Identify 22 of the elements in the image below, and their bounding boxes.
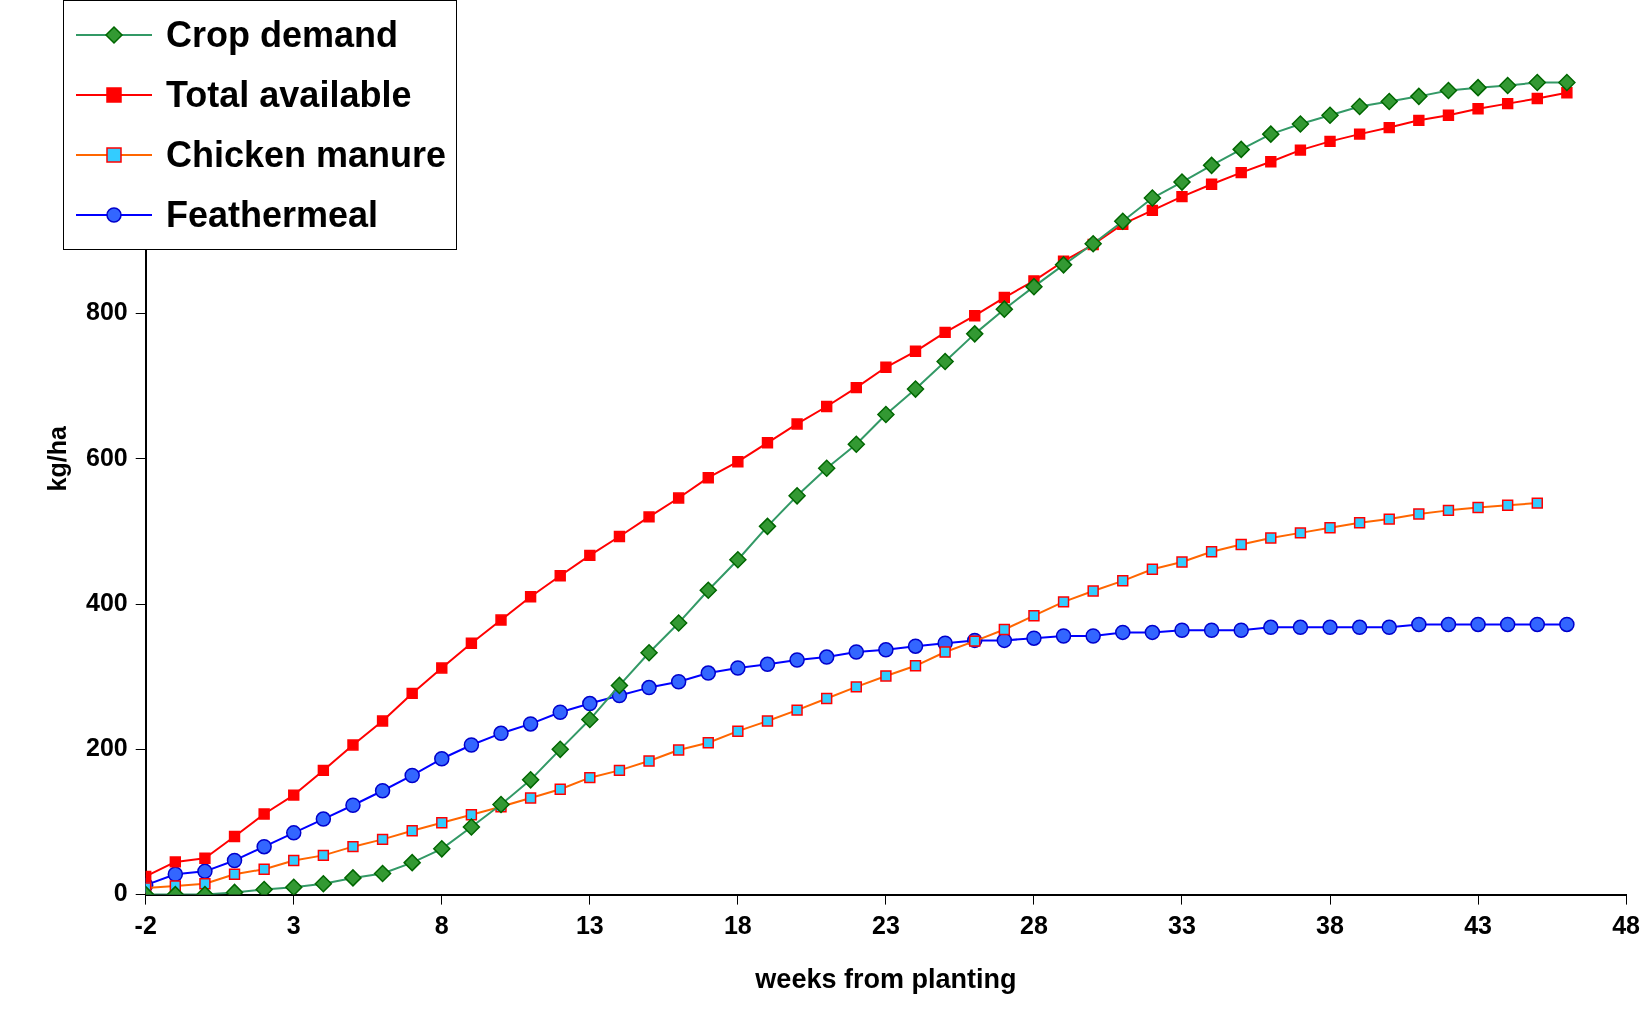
x-tick-label: 23 xyxy=(872,911,900,940)
x-tick-label: 43 xyxy=(1464,911,1492,940)
x-axis-title: weeks from planting xyxy=(754,964,1017,995)
x-tick-label: 3 xyxy=(286,911,301,940)
x-tick-label: 18 xyxy=(723,911,752,940)
y-tick-label: 800 xyxy=(85,297,128,326)
legend-label: Feathermeal xyxy=(166,194,379,236)
legend-label: Chicken manure xyxy=(166,134,447,176)
legend-label: Crop demand xyxy=(166,14,399,56)
y-tick-label: 400 xyxy=(85,587,128,616)
x-tick-label: 48 xyxy=(1612,911,1641,940)
x-tick-label: 13 xyxy=(575,911,604,940)
y-tick-label: 0 xyxy=(113,878,128,907)
x-tick-label: 28 xyxy=(1020,911,1048,940)
x-tick-label: 33 xyxy=(1168,911,1196,940)
x-tick-label: 8 xyxy=(434,911,449,940)
x-tick-label: -2 xyxy=(134,911,157,940)
x-tick-label: 38 xyxy=(1316,911,1345,940)
y-axis-title: kg/ha xyxy=(42,425,71,492)
y-tick-label: 200 xyxy=(85,733,128,762)
legend-label: Total available xyxy=(166,74,412,116)
y-tick-label: 600 xyxy=(85,442,128,471)
